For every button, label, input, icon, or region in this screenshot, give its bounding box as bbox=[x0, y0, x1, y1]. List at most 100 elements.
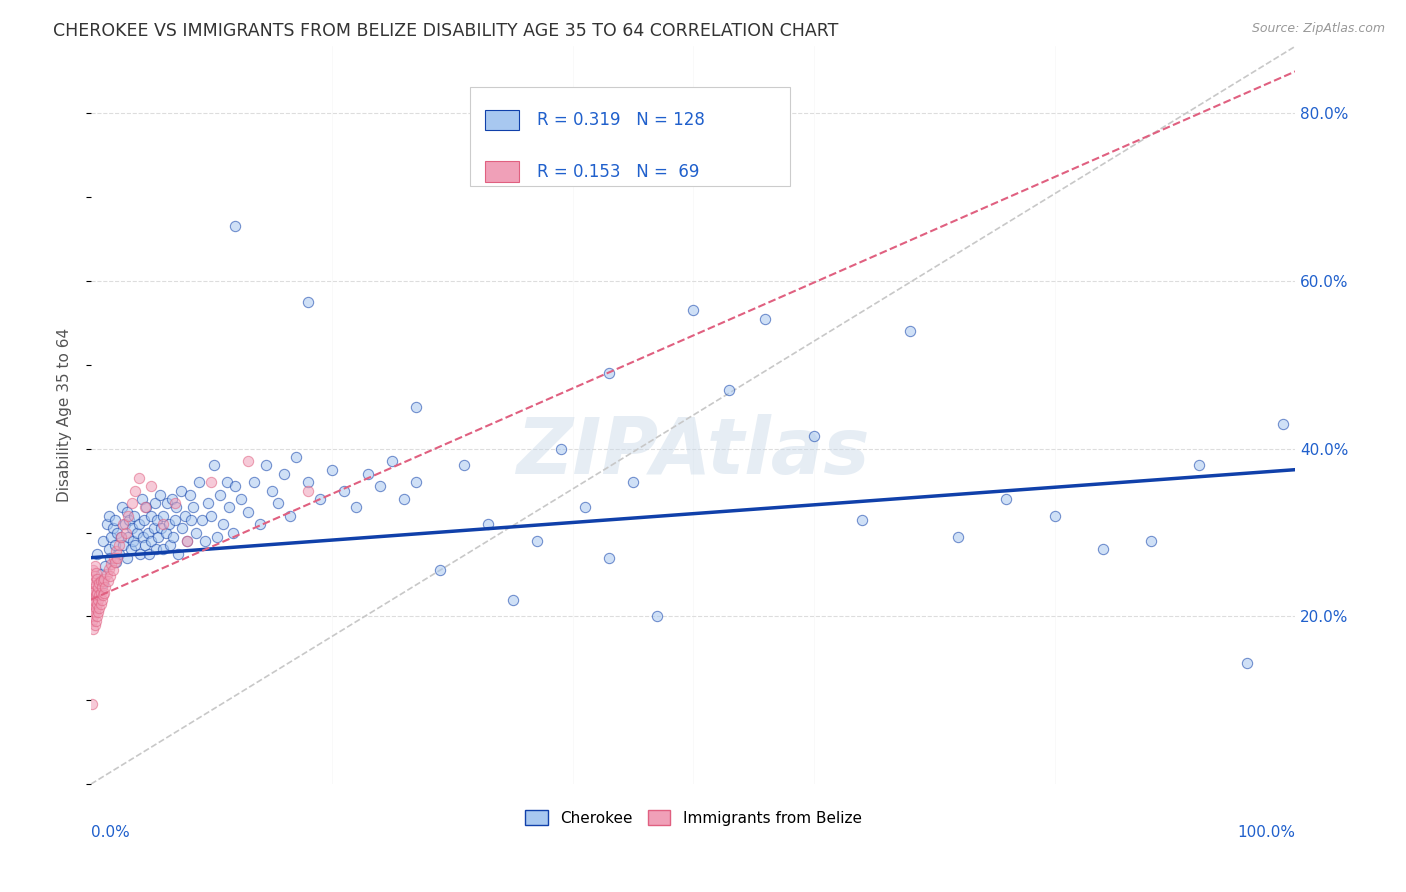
Point bbox=[98, 562, 121, 576]
Point bbox=[148, 530, 170, 544]
Point bbox=[260, 483, 283, 498]
Point bbox=[101, 521, 124, 535]
Point bbox=[368, 479, 391, 493]
Point bbox=[132, 530, 155, 544]
Point bbox=[105, 544, 128, 558]
Point bbox=[87, 580, 110, 594]
Point bbox=[124, 508, 146, 523]
Point bbox=[145, 542, 167, 557]
Point bbox=[200, 475, 222, 490]
Point bbox=[202, 458, 225, 473]
Point bbox=[1140, 533, 1163, 548]
Point bbox=[110, 530, 132, 544]
Point bbox=[105, 555, 128, 569]
Point bbox=[111, 500, 134, 515]
Point bbox=[94, 580, 117, 594]
Point bbox=[122, 533, 145, 548]
Point bbox=[82, 609, 104, 624]
Point bbox=[90, 567, 112, 582]
Point bbox=[84, 614, 107, 628]
Point bbox=[100, 558, 122, 572]
Text: 100.0%: 100.0% bbox=[1237, 825, 1295, 839]
Point bbox=[91, 589, 114, 603]
Point bbox=[98, 550, 121, 565]
Point bbox=[176, 533, 198, 548]
Point bbox=[381, 454, 404, 468]
Point bbox=[117, 508, 139, 523]
Point bbox=[1091, 542, 1114, 557]
Point bbox=[89, 589, 111, 603]
Point bbox=[165, 500, 187, 515]
Point bbox=[236, 505, 259, 519]
Point bbox=[218, 500, 240, 515]
Point bbox=[162, 530, 184, 544]
Point bbox=[284, 450, 307, 464]
Point bbox=[107, 550, 129, 565]
Point bbox=[125, 525, 148, 540]
Point bbox=[128, 517, 150, 532]
Point bbox=[120, 542, 142, 557]
Point bbox=[131, 491, 153, 506]
Point bbox=[160, 491, 183, 506]
Text: CHEROKEE VS IMMIGRANTS FROM BELIZE DISABILITY AGE 35 TO 64 CORRELATION CHART: CHEROKEE VS IMMIGRANTS FROM BELIZE DISAB… bbox=[53, 22, 839, 40]
Point bbox=[297, 295, 319, 310]
Point bbox=[149, 488, 172, 502]
Point bbox=[124, 483, 146, 498]
Point bbox=[851, 513, 873, 527]
Point bbox=[90, 586, 112, 600]
Point bbox=[115, 550, 138, 565]
Point bbox=[83, 605, 105, 619]
Point bbox=[82, 622, 104, 636]
Point bbox=[170, 483, 193, 498]
Point bbox=[1043, 508, 1066, 523]
Point bbox=[550, 442, 572, 456]
Point bbox=[146, 513, 169, 527]
Point bbox=[222, 525, 245, 540]
Point bbox=[90, 597, 112, 611]
Point bbox=[803, 429, 825, 443]
Point bbox=[104, 555, 127, 569]
Point bbox=[82, 601, 104, 615]
Legend: Cherokee, Immigrants from Belize: Cherokee, Immigrants from Belize bbox=[519, 804, 868, 831]
Point bbox=[152, 542, 174, 557]
Point bbox=[297, 483, 319, 498]
Point bbox=[344, 500, 367, 515]
Point bbox=[165, 513, 187, 527]
Point bbox=[128, 471, 150, 485]
Text: ZIPAtlas: ZIPAtlas bbox=[516, 414, 870, 490]
Y-axis label: Disability Age 35 to 64: Disability Age 35 to 64 bbox=[58, 328, 72, 502]
Point bbox=[155, 525, 177, 540]
Point bbox=[107, 538, 129, 552]
Point bbox=[89, 601, 111, 615]
Point bbox=[107, 547, 129, 561]
Text: Source: ZipAtlas.com: Source: ZipAtlas.com bbox=[1251, 22, 1385, 36]
Point bbox=[308, 491, 330, 506]
Point bbox=[104, 538, 127, 552]
Point bbox=[477, 517, 499, 532]
Point bbox=[82, 584, 104, 599]
Point bbox=[136, 525, 159, 540]
Point bbox=[98, 542, 121, 557]
Point bbox=[129, 547, 152, 561]
Point bbox=[101, 563, 124, 577]
Point bbox=[82, 698, 104, 712]
Point bbox=[97, 574, 120, 589]
Point bbox=[103, 550, 125, 565]
Point bbox=[100, 530, 122, 544]
Point bbox=[194, 533, 217, 548]
Point bbox=[224, 219, 246, 234]
Point bbox=[82, 575, 104, 590]
Point bbox=[405, 400, 427, 414]
Point bbox=[112, 538, 135, 552]
Point bbox=[197, 496, 219, 510]
Point bbox=[96, 567, 118, 582]
Point bbox=[181, 500, 204, 515]
FancyBboxPatch shape bbox=[485, 110, 519, 130]
Point bbox=[84, 577, 107, 591]
Point bbox=[172, 521, 194, 535]
Point bbox=[224, 479, 246, 493]
Point bbox=[190, 513, 212, 527]
Point bbox=[184, 525, 207, 540]
Point bbox=[159, 538, 181, 552]
Point bbox=[236, 454, 259, 468]
